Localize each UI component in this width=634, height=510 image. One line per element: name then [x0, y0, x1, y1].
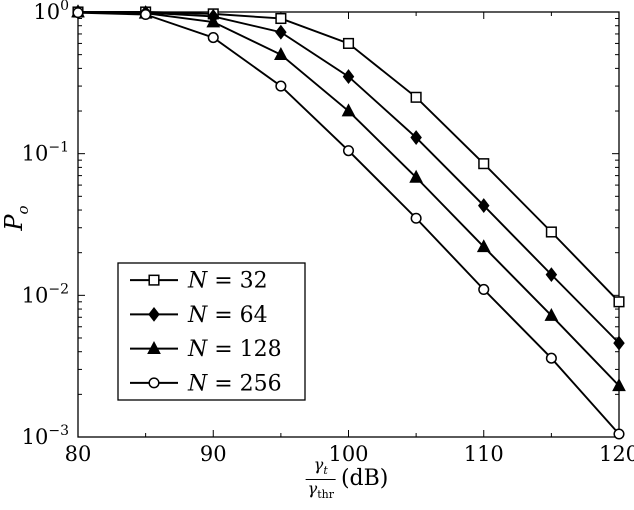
diamond-marker — [342, 69, 355, 85]
triangle-marker — [147, 341, 161, 354]
y-axis-label: Po — [0, 205, 32, 230]
fraction-numerator: γt — [305, 455, 336, 480]
diamond-marker — [275, 24, 287, 40]
triangle-marker — [274, 47, 288, 60]
square-marker — [148, 274, 160, 286]
legend: N = 32 N = 64 N = 128 N = 256 — [117, 262, 306, 401]
circle-marker — [148, 377, 160, 389]
square-marker — [410, 91, 422, 103]
x-tick-label: 110 — [464, 442, 504, 466]
circle-marker — [613, 428, 625, 440]
x-tick-label: 80 — [65, 442, 92, 466]
series-n-32 — [72, 6, 625, 308]
circle-marker — [275, 80, 287, 92]
legend-label: N = 32 — [187, 269, 268, 294]
triangle-marker — [206, 14, 221, 28]
circle-marker — [410, 212, 422, 224]
circle-marker — [72, 7, 84, 19]
diamond-marker — [410, 130, 422, 145]
diamond-marker — [478, 198, 490, 214]
legend-box — [117, 262, 306, 401]
circle-marker — [342, 145, 355, 157]
y-tick-label: 10−2 — [22, 281, 69, 307]
x-axis-label-fraction: γt γthr — [305, 455, 336, 502]
square-marker — [545, 226, 557, 238]
plot-frame — [77, 11, 620, 438]
triangle-marker — [612, 378, 626, 392]
triangle-marker — [476, 239, 491, 253]
y-tick-label: 10−1 — [22, 140, 69, 166]
legend-label: N = 64 — [187, 303, 268, 328]
legend-label: N = 128 — [187, 337, 282, 362]
triangle-marker — [341, 103, 356, 117]
fraction-denominator: γthr — [307, 478, 334, 502]
y-tick-label: 10−3 — [22, 423, 69, 449]
diamond-marker — [613, 335, 625, 351]
series-line — [78, 11, 620, 303]
square-marker — [613, 296, 625, 308]
circle-marker — [207, 32, 219, 44]
y-tick-label: 100 — [33, 0, 69, 24]
y-axis-label-base: P — [0, 214, 29, 231]
x-axis-unit: (dB) — [340, 466, 389, 492]
circle-marker — [478, 283, 490, 296]
circle-marker — [545, 352, 557, 364]
diamond-marker — [148, 306, 160, 322]
x-tick-label: 90 — [200, 442, 227, 466]
triangle-marker — [544, 307, 559, 321]
x-tick-label: 100 — [328, 442, 368, 466]
triangle-marker — [409, 169, 423, 183]
square-marker — [342, 37, 355, 49]
series-n-256 — [72, 7, 625, 440]
legend-label: N = 256 — [187, 371, 282, 396]
circle-marker — [140, 8, 152, 21]
square-marker — [275, 12, 287, 25]
square-marker — [478, 158, 490, 170]
x-axis-label: γt γthr (dB) — [305, 455, 389, 502]
x-tick-label: 120 — [599, 442, 634, 466]
y-axis-label-sub: o — [13, 205, 32, 215]
diamond-marker — [545, 267, 558, 283]
